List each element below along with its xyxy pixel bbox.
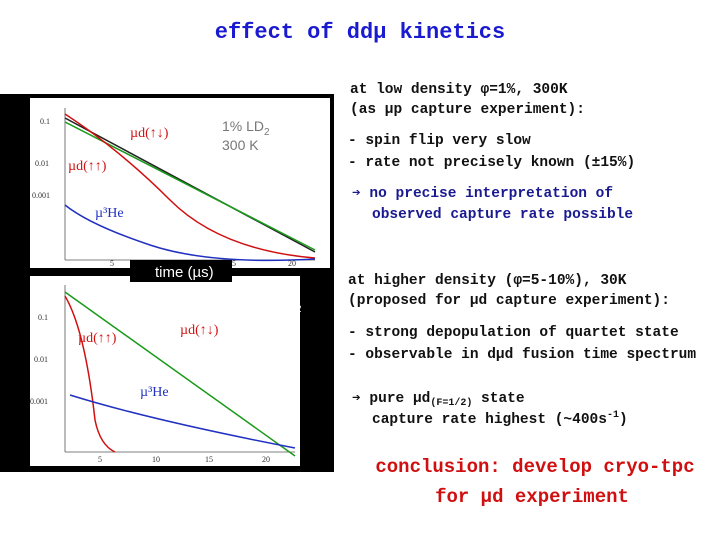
curve-label: µ³He xyxy=(95,206,124,221)
x-tick-label: 15 xyxy=(205,455,213,464)
text: ➔ pure µd xyxy=(352,391,430,407)
plot-bottom xyxy=(30,276,300,466)
arrow-point: capture rate highest (~400s-1) xyxy=(372,410,628,428)
y-tick-label: 0.001 xyxy=(32,191,50,200)
superscript: -1 xyxy=(607,410,619,421)
x-tick-label: 10 xyxy=(152,455,160,464)
arrow-point: ➔ no precise interpretation of xyxy=(352,186,613,202)
y-tick-label: 0.01 xyxy=(35,159,49,168)
top-curves xyxy=(64,108,316,262)
condition: 10% LD2 xyxy=(246,295,302,315)
condition: 300 K xyxy=(222,137,259,153)
bullet: - strong depopulation of quartet state xyxy=(348,325,679,341)
y-tick-label: 0.001 xyxy=(30,397,48,406)
conclusion: conclusion: develop cryo-tpc xyxy=(375,456,694,478)
y-tick-label: 0.1 xyxy=(38,313,48,322)
heading: (proposed for µd capture experiment): xyxy=(348,293,670,309)
condition: 30 K xyxy=(246,314,275,330)
y-tick-label: 0.1 xyxy=(40,117,50,126)
curve-label: µd(↑↑) xyxy=(78,331,117,346)
arrow-point: observed capture rate possible xyxy=(372,207,633,223)
x-tick-label: 20 xyxy=(262,455,270,464)
condition-text: 1% LD xyxy=(222,118,264,134)
text: state xyxy=(472,391,524,407)
bullet: - spin flip very slow xyxy=(348,133,531,149)
bullet: - rate not precisely known (±15%) xyxy=(348,155,635,171)
low-density: at low density φ=1%, 300K (as µp capture… xyxy=(348,82,635,223)
heading: at higher density (φ=5-10%), 30K xyxy=(348,273,627,289)
bottom-ticks: 0.1 0.01 0.001 5 10 15 20 xyxy=(30,313,270,464)
x-axis-label: time (µs) xyxy=(155,264,214,281)
heading: at low density φ=1%, 300K xyxy=(350,82,568,98)
x-tick-label: 5 xyxy=(98,455,102,464)
text: capture rate highest (~400s xyxy=(372,412,607,428)
curve-label: µd(↑↑) xyxy=(68,159,107,174)
conclusion: for µd experiment xyxy=(435,486,629,508)
heading: (as µp capture experiment): xyxy=(350,102,585,118)
subscript: (F=1/2) xyxy=(430,397,472,409)
x-tick-label: 5 xyxy=(110,259,114,268)
condition: 1% LD2 xyxy=(222,118,270,138)
xlabel-box xyxy=(130,260,232,282)
curve-label: µd(↑↓) xyxy=(130,126,169,141)
curve-label: µ³He xyxy=(140,385,169,400)
bottom-curves xyxy=(64,285,296,457)
x-tick-label: 20 xyxy=(288,259,296,268)
curve-label: µd(↑↓) xyxy=(180,323,219,338)
y-tick-label: 0.01 xyxy=(34,355,48,364)
condition-sub: 2 xyxy=(264,127,270,138)
slide-title: effect of ddµ kinetics xyxy=(215,20,505,45)
arrow-point: ➔ pure µd(F=1/2) state xyxy=(352,391,525,409)
condition-text: 10% LD xyxy=(246,295,296,311)
bullet: - observable in dµd fusion time spectrum xyxy=(348,347,696,363)
text: ) xyxy=(619,412,628,428)
high-density: at higher density (φ=5-10%), 30K (propos… xyxy=(348,273,696,428)
condition-sub: 2 xyxy=(296,304,302,315)
